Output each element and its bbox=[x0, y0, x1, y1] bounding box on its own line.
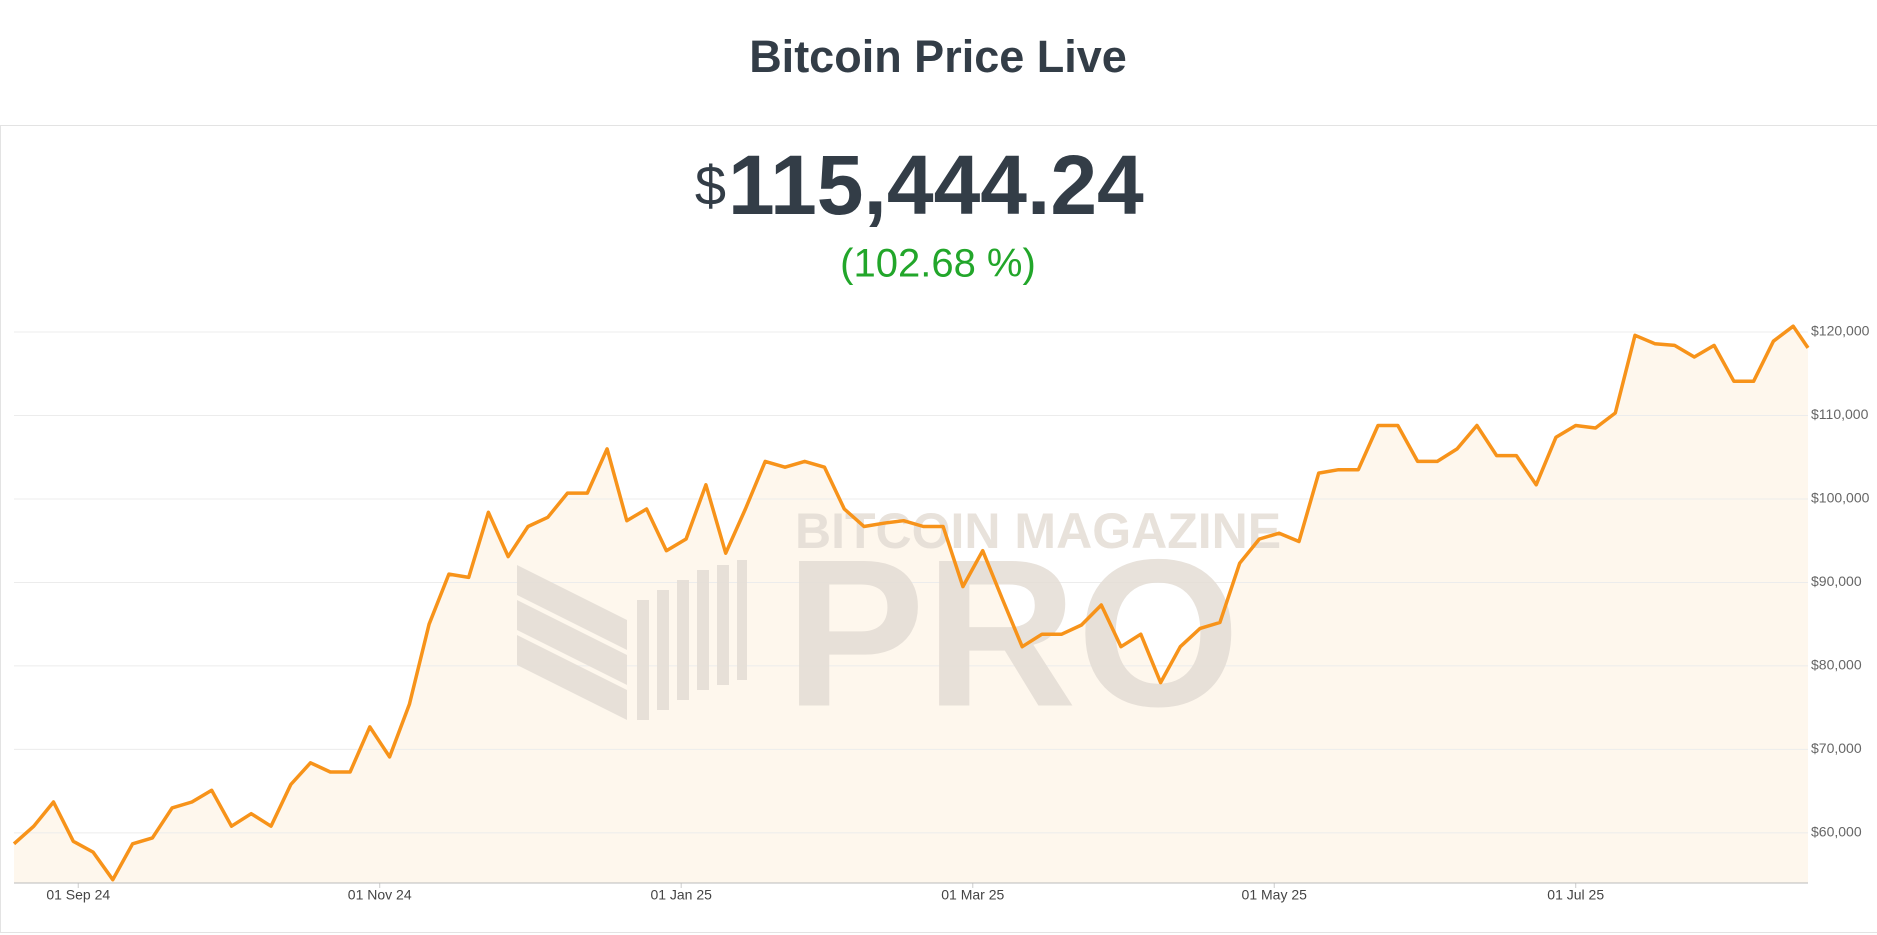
x-tick-label: 01 Jul 25 bbox=[1547, 887, 1604, 903]
y-tick-label: $70,000 bbox=[1811, 740, 1862, 756]
price-line bbox=[12, 324, 1810, 882]
price-change: (102.68 %) bbox=[840, 242, 1036, 286]
panel bbox=[0, 125, 1877, 933]
y-tick-label: $100,000 bbox=[1811, 490, 1870, 506]
y-tick-label: $110,000 bbox=[1811, 406, 1869, 422]
x-tick-label: 01 May 25 bbox=[1242, 887, 1308, 903]
chart-title: Bitcoin Price Live bbox=[749, 31, 1127, 82]
watermark-logo bbox=[517, 560, 747, 720]
x-tick-label: 01 Sep 24 bbox=[46, 887, 110, 903]
x-tick-label: 01 Nov 24 bbox=[348, 887, 412, 903]
currency: $ bbox=[695, 154, 726, 217]
watermark: BITCOIN MAGAZINE PRO bbox=[517, 503, 1281, 750]
area-fill bbox=[14, 326, 1808, 883]
y-tick-label: $80,000 bbox=[1811, 657, 1862, 673]
y-tick-label: $120,000 bbox=[1811, 323, 1870, 339]
y-tick-label: $60,000 bbox=[1811, 824, 1862, 840]
watermark-top: BITCOIN MAGAZINE bbox=[795, 503, 1281, 559]
x-tick-label: 01 Jan 25 bbox=[650, 887, 712, 903]
x-tick-label: 01 Mar 25 bbox=[941, 887, 1004, 903]
watermark-pro: PRO bbox=[785, 515, 1240, 750]
price: 115,444.24 bbox=[728, 138, 1144, 232]
y-tick-label: $90,000 bbox=[1811, 573, 1862, 589]
